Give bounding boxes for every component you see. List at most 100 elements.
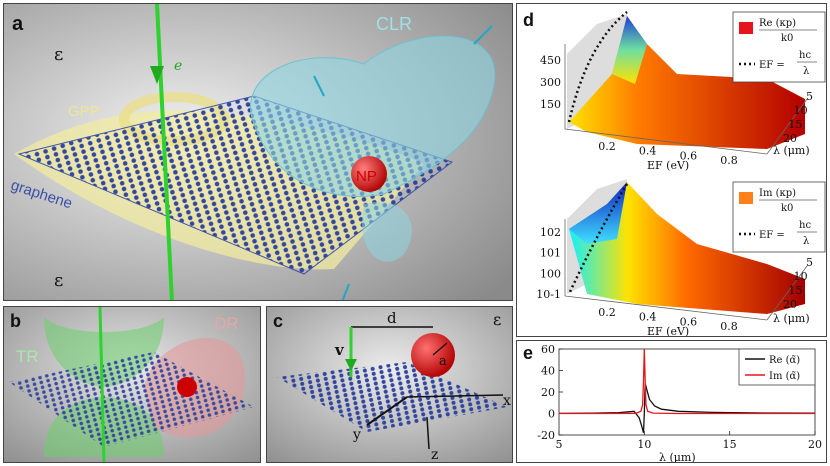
eps-top-label: ε: [54, 44, 63, 65]
im-surface: [569, 182, 805, 314]
electron-label: e: [174, 58, 182, 74]
panel-a-illustration: a ε ε GPP graphene CLR NP e: [4, 4, 512, 300]
re-z-tick: 150: [540, 98, 561, 111]
panel-b: b TR DR: [3, 306, 261, 463]
re-xlabel: EF (eV): [647, 159, 689, 172]
e-legend-im: Im (α̃): [769, 371, 800, 382]
im-y-tick: 10: [794, 270, 808, 283]
re-ylabel: λ (μm): [773, 144, 810, 157]
a-label: a: [439, 354, 447, 369]
im-x-tick: 0.4: [639, 311, 657, 324]
re-y-tick: 5: [806, 90, 813, 103]
panel-c-illustration: c v d a ε x y z: [267, 307, 512, 463]
graphene-sheet-c: [277, 362, 507, 432]
im-surface-edge: [569, 182, 627, 244]
panel-e-label: e: [523, 343, 533, 363]
beam-arrow: [150, 66, 164, 84]
im-legend-denom: k0: [781, 203, 793, 214]
radius-arrow: [432, 342, 448, 356]
clr-lower-lobe: [362, 202, 412, 262]
im-x-tick: 0.8: [720, 320, 738, 333]
im-z-tick: 101: [540, 247, 561, 260]
e-legend-re: Re (α̃): [769, 355, 800, 366]
im-legend-ef: EF =: [759, 230, 785, 241]
e-series-line-0: [558, 383, 816, 433]
im-y-tick: 20: [783, 298, 797, 311]
electron-beam: [155, 4, 174, 300]
re-legend-ef: EF =: [759, 60, 785, 71]
im-x-tick: 0.2: [598, 306, 616, 319]
re-light-line: [567, 11, 628, 123]
eps-bottom-label: ε: [54, 270, 63, 291]
im-legend: [732, 181, 826, 253]
re-legend-hc: hc: [799, 50, 811, 61]
e-ytick-label: 20: [541, 386, 555, 399]
im-x-axis: [564, 295, 768, 321]
eps-label-c: ε: [493, 310, 501, 329]
dr-label: DR: [214, 314, 239, 333]
z-label: z: [431, 447, 438, 463]
re-legend-lambda: λ: [803, 66, 810, 77]
re-legend-swatch: [739, 22, 753, 34]
re-x-tick: 0.4: [639, 145, 657, 158]
nanoparticle: [351, 156, 387, 192]
re-x-axis: [564, 128, 768, 155]
panel-e-chart: e -20 0 20 40 60 5 10 15 20 λ (μm) Re (α̃) Im (α…: [523, 343, 822, 463]
im-legend-swatch: [739, 192, 753, 204]
im-y-tick: 15: [788, 284, 802, 297]
panel-a: a ε ε GPP graphene CLR NP e: [3, 3, 513, 301]
re-surface-peak: [612, 16, 647, 84]
nanoparticle-b: [177, 377, 197, 397]
re-y-tick: 15: [788, 118, 802, 131]
panel-d-label: d: [523, 10, 534, 30]
im-z-tick: 100: [540, 267, 561, 280]
e-xtick-label: 20: [808, 438, 822, 451]
clr-arrow-2: [313, 75, 325, 97]
gpp-label: GPP: [68, 103, 100, 120]
re-z-tick: 450: [540, 54, 561, 67]
im-x-tick: 0.6: [680, 315, 698, 328]
panel-c: c v d a ε x y z: [266, 306, 513, 463]
re-y-axis: [766, 98, 808, 155]
re-y-tick: 20: [783, 132, 797, 145]
re-legend-text: Re (κp): [759, 18, 796, 29]
tr-label: TR: [16, 347, 39, 366]
x-label: x: [503, 393, 511, 409]
im-z-tick: 102: [540, 226, 561, 239]
im-y-tick: 5: [806, 256, 813, 269]
clr-arrow-3: [341, 283, 350, 300]
re-x-tick: 0.6: [680, 149, 698, 162]
clr-lobe: [250, 35, 496, 197]
im-xlabel: EF (eV): [647, 325, 689, 337]
e-ytick-label: 40: [541, 365, 555, 378]
beam-b: [98, 307, 106, 462]
e-xtick-label: 10: [637, 438, 651, 451]
d-label: d: [387, 309, 397, 327]
re-x-tick: 0.2: [598, 140, 616, 153]
e-xtick-label: 15: [723, 438, 737, 451]
im-y-axis: [766, 265, 808, 321]
panel-b-illustration: b TR DR: [4, 307, 260, 462]
e-legend: [738, 348, 816, 386]
e-xtick-label: 5: [556, 438, 563, 451]
re-x-tick: 0.8: [720, 154, 738, 167]
axis-z: [426, 416, 430, 450]
panel-c-label: c: [273, 311, 283, 331]
re-z-tick: 300: [540, 76, 561, 89]
re-legend-denom: k0: [781, 33, 793, 44]
axis-y: [366, 396, 408, 426]
e-ytick-label: 0: [548, 408, 555, 421]
clr-label: CLR: [376, 14, 412, 34]
im-ylabel: λ (μm): [773, 312, 810, 325]
y-label: y: [352, 427, 361, 443]
panel-e: e -20 0 20 40 60 5 10 15 20 λ (μm) Re (α̃) Im (α…: [516, 340, 827, 463]
im-legend-text: Im (κp): [759, 188, 796, 199]
panel-d: d 450 300 150 0.2 0.4 0.6 0.8 5 10 15 20 EF (eV)…: [516, 3, 827, 337]
im-legend-lambda: λ: [803, 236, 810, 247]
clr-arrow-1: [473, 25, 493, 45]
im-light-line: [567, 183, 629, 295]
np-label: NP: [356, 168, 377, 185]
e-xlabel: λ (μm): [659, 451, 696, 463]
v-arrow: [345, 359, 357, 371]
